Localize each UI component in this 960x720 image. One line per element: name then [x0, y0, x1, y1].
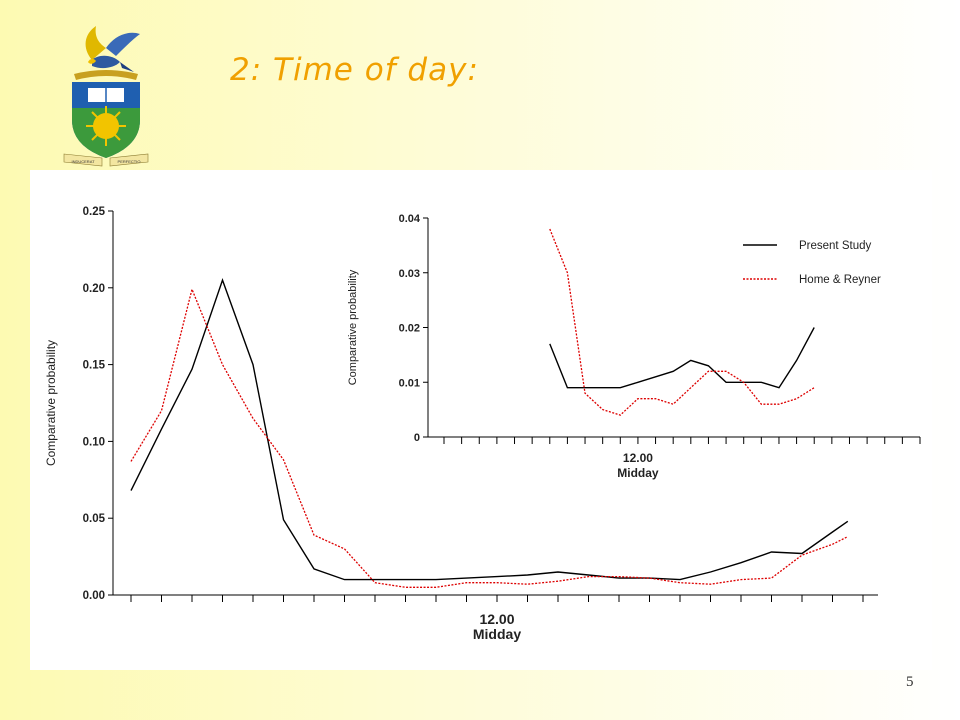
- inset-legend-label-present-study: Present Study: [799, 240, 871, 252]
- main-y-tick-label: 0.20: [83, 283, 105, 295]
- main-y-tick-label: 0.00: [83, 590, 105, 602]
- main-x-label-midday: Midday: [473, 626, 521, 642]
- crest-bird-icon: [85, 26, 140, 72]
- inset-y-tick-label: 0.01: [399, 377, 420, 389]
- inset-y-tick-label: 0.04: [399, 213, 421, 225]
- crest-motto-left: INDUCERAT: [71, 159, 95, 164]
- chart-panel: 0.00 0.05 0.10 0.15 0.20 0.25 12.00 Midday Compa…: [30, 170, 932, 670]
- main-series-home-reyner: [130, 287, 849, 588]
- inset-y-tick-label: 0: [414, 432, 420, 444]
- main-y-tick-label: 0.25: [83, 206, 106, 218]
- main-chart: 0.000.050.100.150.200.2512.00MiddayCompa…: [44, 206, 878, 642]
- inset-y-axis-label: Comparative probability: [347, 269, 359, 385]
- main-y-tick-label: 0.05: [83, 513, 106, 525]
- slide-title: 2: Time of day:: [230, 52, 479, 88]
- main-x-label-time: 12.00: [479, 611, 514, 627]
- inset-y-tick-label: 0.02: [399, 323, 420, 335]
- page-number: 5: [906, 674, 914, 690]
- inset-series-home-reyner: [549, 228, 815, 416]
- main-y-axis-label: Comparative probability: [44, 340, 58, 466]
- inset-series-present-study: [549, 327, 815, 389]
- inset-x-label-midday: Midday: [617, 466, 659, 480]
- main-y-tick-label: 0.15: [83, 360, 106, 372]
- main-y-tick-label: 0.10: [83, 436, 105, 448]
- main-series-present-study: [130, 277, 849, 581]
- inset-y-tick-label: 0.03: [399, 268, 420, 280]
- inset-x-label-time: 12.00: [623, 451, 653, 465]
- university-crest-logo: INDUCERAT PERFECTIO: [63, 26, 149, 167]
- inset-legend-label-home-reyner: Home & Reyner: [799, 274, 881, 286]
- crest-motto-right: PERFECTIO: [118, 159, 141, 164]
- crest-shield-icon: [72, 82, 140, 158]
- chart-figure: 0.000.050.100.150.200.2512.00MiddayCompa…: [44, 206, 921, 642]
